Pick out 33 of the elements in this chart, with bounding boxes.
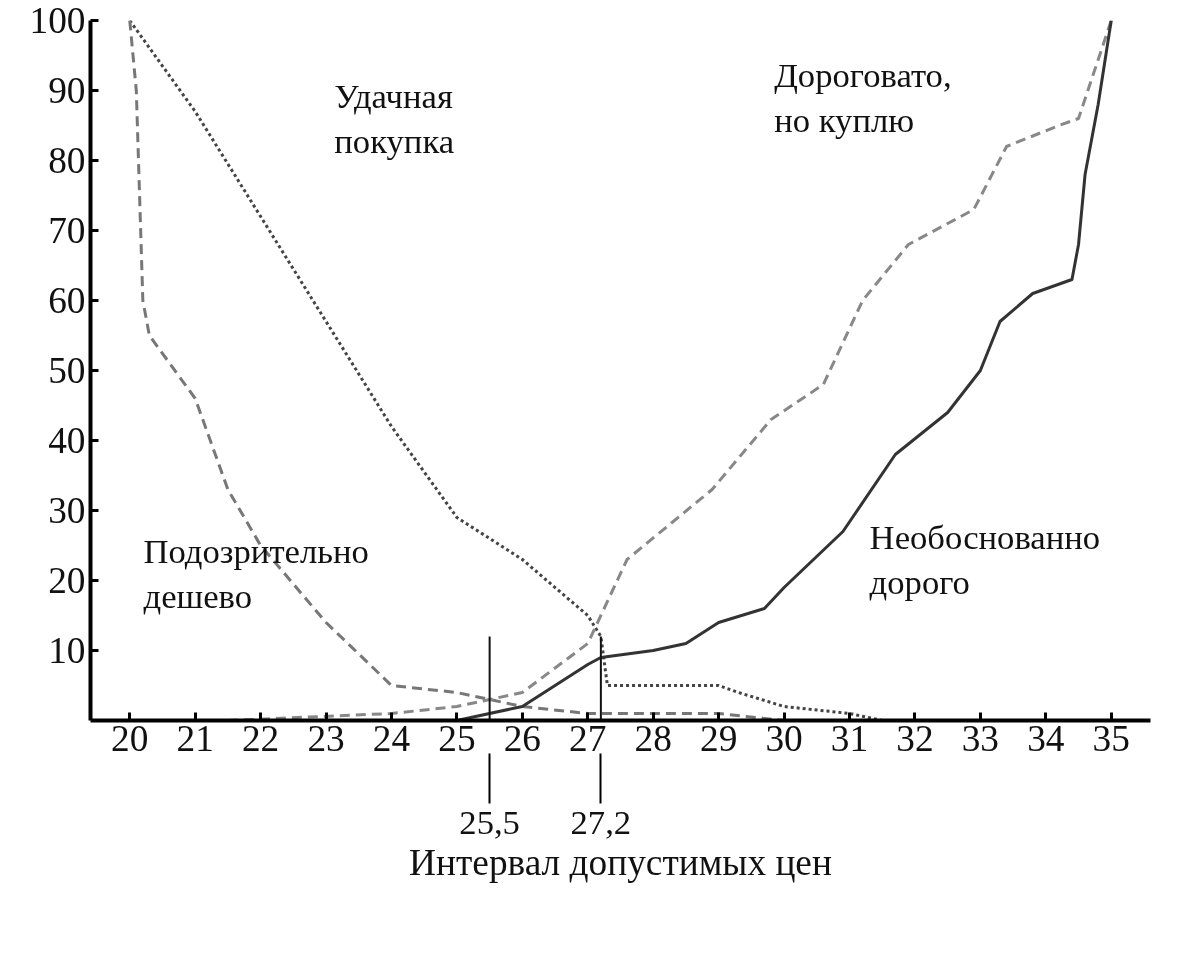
y-tick-label: 100 xyxy=(29,0,86,41)
x-tick-label: 28 xyxy=(634,717,672,759)
x-tick-label: 23 xyxy=(307,717,345,759)
y-tick-label: 40 xyxy=(48,420,86,461)
y-tick-label: 30 xyxy=(48,490,86,531)
series-label: Необоснованно дорого xyxy=(869,517,1101,602)
text: Удачная покупка xyxy=(334,76,455,161)
x-tick-label: 31 xyxy=(830,717,869,759)
series-label: Дороговато, но куплю xyxy=(774,55,952,140)
y-tick-label: 80 xyxy=(48,140,86,181)
x-tick-label: 32 xyxy=(896,717,934,759)
x-axis-title: Интервал допустимых цен xyxy=(409,841,832,883)
y-tick-label: 60 xyxy=(48,280,86,321)
x-tick-label: 22 xyxy=(241,717,280,759)
y-tick-label: 90 xyxy=(48,70,86,111)
x-tick-label: 20 xyxy=(111,717,149,759)
x-tick-label: 33 xyxy=(961,717,1000,759)
y-tick-label: 20 xyxy=(48,560,86,601)
x-tick-label: 24 xyxy=(372,717,411,759)
x-tick-label: 35 xyxy=(1092,717,1130,759)
x-tick-label: 27 xyxy=(569,717,607,759)
y-tick-label: 50 xyxy=(48,350,86,391)
x-tick-label: 30 xyxy=(765,717,803,759)
x-tick-label: 21 xyxy=(176,717,214,759)
ref-line-label: 25,5 xyxy=(459,802,520,841)
ref-line-label: 27,2 xyxy=(570,802,632,841)
x-tick-label: 26 xyxy=(503,717,542,759)
y-tick-label: 10 xyxy=(48,630,86,671)
x-tick-label: 34 xyxy=(1027,717,1065,759)
y-tick-label: 70 xyxy=(48,210,86,251)
x-tick-label: 25 xyxy=(438,717,476,759)
x-tick-label: 29 xyxy=(699,717,738,759)
series-label: Подозрительно дешево xyxy=(143,531,369,616)
